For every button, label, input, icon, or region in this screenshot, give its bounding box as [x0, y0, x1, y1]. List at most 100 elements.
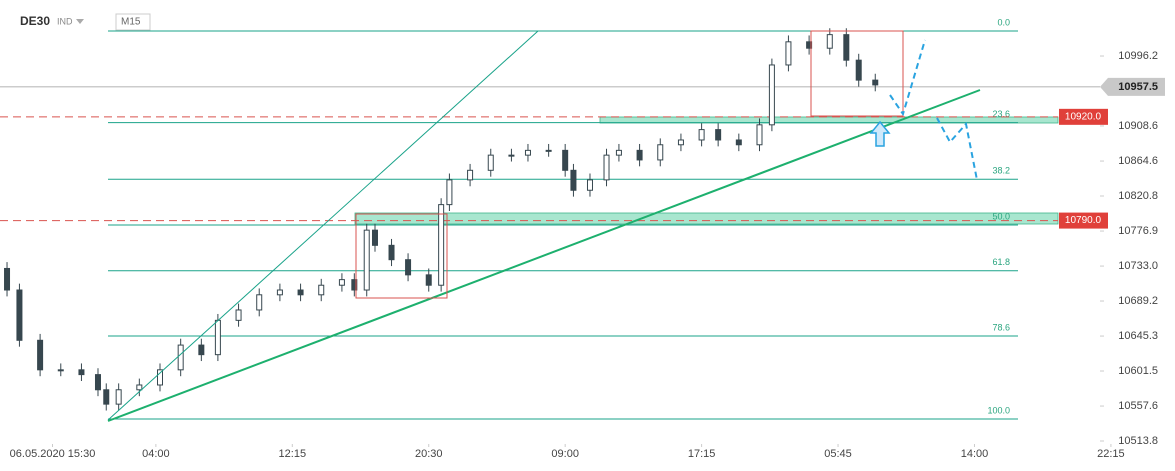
x-tick-label: 06.05.2020 15:30	[10, 448, 96, 460]
candle-body	[562, 149, 569, 171]
x-tick-label: 05:45	[824, 448, 852, 460]
candle-body	[351, 279, 358, 291]
candle-body	[235, 309, 242, 321]
level-label: 10920.0	[1065, 111, 1102, 122]
candle-body	[256, 294, 263, 311]
candle-body	[446, 179, 453, 206]
trend-line	[107, 89, 981, 422]
drawings	[107, 30, 981, 422]
candle-body	[338, 279, 345, 286]
candle-body	[826, 34, 833, 49]
y-tick-label: 10645.3	[1118, 330, 1158, 342]
fib-label: 23.6	[992, 109, 1010, 119]
y-tick-label: 10996.2	[1118, 50, 1158, 62]
x-tick-label: 14:00	[961, 448, 989, 460]
candle-body	[94, 374, 101, 391]
candle-body	[698, 129, 705, 141]
candle-body	[297, 289, 304, 296]
y-tick-label: 10733.0	[1118, 260, 1158, 272]
candle-body	[4, 267, 11, 291]
candle-body	[405, 259, 412, 276]
y-tick-label: 10864.6	[1118, 155, 1158, 167]
x-tick-label: 22:15	[1097, 448, 1125, 460]
y-tick-label: 10689.2	[1118, 295, 1158, 307]
candle-body	[388, 244, 395, 261]
candle-body	[467, 169, 474, 181]
fib-label: 50.0	[992, 211, 1010, 221]
y-tick-label: 10601.5	[1118, 365, 1158, 377]
current-price-tag	[1100, 77, 1165, 96]
candle-body	[855, 59, 862, 81]
up-arrow	[869, 120, 891, 147]
range-box	[355, 213, 448, 299]
y-tick-label: 10776.9	[1118, 225, 1158, 237]
candle-body	[371, 229, 378, 246]
x-tick-label: 09:00	[551, 448, 579, 460]
candle-body	[677, 139, 684, 146]
y-tick-label: 10557.6	[1118, 400, 1158, 412]
candle-body	[115, 389, 122, 405]
candle-body	[785, 41, 792, 66]
candle-body	[214, 319, 221, 356]
candle-body	[735, 139, 742, 146]
candle-body	[603, 154, 610, 181]
current-price-label: 10957.5	[1118, 81, 1158, 93]
fib-label: 100.0	[987, 405, 1010, 415]
symbol: DE30	[20, 14, 50, 28]
fib-label: 38.2	[992, 166, 1010, 176]
projection	[889, 39, 926, 117]
level-tag	[1059, 212, 1108, 229]
timeframe-box[interactable]	[115, 13, 151, 31]
candle-body	[715, 129, 722, 141]
candle-body	[872, 79, 879, 86]
candle-body	[57, 369, 64, 372]
fib-label: 0.0	[997, 17, 1010, 27]
y-tick-label: 10820.8	[1118, 190, 1158, 202]
trend-line	[107, 30, 539, 421]
support-zone	[354, 212, 1059, 225]
candle-body	[78, 369, 85, 376]
candle-body	[177, 344, 184, 371]
candle-body	[508, 154, 515, 157]
candle-body	[756, 124, 763, 146]
candle-body	[16, 289, 23, 341]
candle-body	[636, 149, 643, 161]
candle-body	[363, 229, 370, 291]
candle-body	[657, 144, 664, 161]
candle-body	[570, 169, 577, 191]
plot	[4, 28, 879, 411]
projection	[936, 117, 978, 181]
x-tick-label: 04:00	[142, 448, 170, 460]
candle-body	[524, 149, 531, 156]
level-tag	[1059, 108, 1108, 125]
candle-body	[157, 369, 164, 386]
y-tick-label: 10908.6	[1118, 120, 1158, 132]
market: IND	[57, 16, 73, 26]
header: DE30 IND M15	[20, 13, 151, 31]
fib-label: 61.8	[992, 257, 1010, 267]
x-tick-label: 12:15	[279, 448, 307, 460]
candle-body	[37, 339, 44, 371]
x-tick-label: 20:30	[415, 448, 443, 460]
candle-body	[806, 41, 813, 49]
candle-body	[615, 149, 622, 156]
candle-body	[545, 149, 552, 152]
range-box	[810, 30, 904, 117]
x-tick-label: 17:15	[688, 448, 716, 460]
candle-body	[318, 284, 325, 296]
candle-body	[843, 34, 850, 61]
candle-body	[586, 179, 593, 191]
candle-body	[136, 384, 143, 391]
candle-body	[768, 64, 775, 126]
candle-body	[438, 204, 445, 286]
drawings-under: 0.0 23.6 38.2 50.0 61.8 78.6 100.0	[0, 17, 1100, 420]
dropdown-icon[interactable]	[76, 19, 84, 24]
level-label: 10790.0	[1065, 215, 1102, 226]
timeframe: M15	[121, 17, 141, 28]
candle-body	[487, 154, 494, 171]
candle-body	[103, 389, 110, 405]
y-tick-label: 10513.8	[1118, 435, 1158, 447]
fib-label: 78.6	[992, 322, 1010, 332]
candle-body	[198, 344, 205, 356]
